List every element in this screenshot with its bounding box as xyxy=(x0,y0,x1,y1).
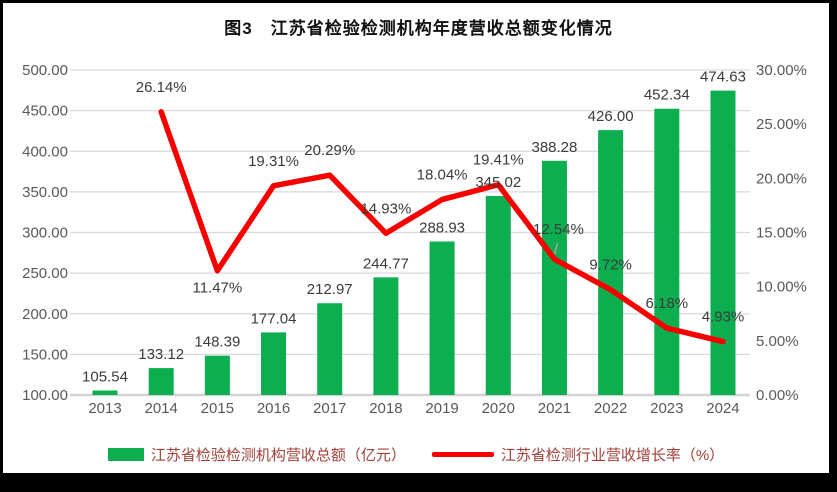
growth-pct-label: 4.93% xyxy=(702,309,745,326)
x-axis-label: 2013 xyxy=(88,400,121,417)
bar xyxy=(204,355,230,395)
bar xyxy=(92,390,118,395)
right-axis-tick: 30.00% xyxy=(756,62,807,79)
bar xyxy=(598,130,624,395)
bar-value-label: 474.63 xyxy=(700,69,746,86)
growth-pct-label: 19.31% xyxy=(248,153,299,170)
right-axis-tick: 0.00% xyxy=(756,387,799,404)
growth-line xyxy=(158,109,726,345)
left-axis-tick: 450.00 xyxy=(22,103,68,120)
growth-pct-label: 26.14% xyxy=(136,79,187,96)
right-axis-tick: 15.00% xyxy=(756,225,807,242)
legend-label-revenue: 江苏省检验检测机构营收总额（亿元） xyxy=(150,446,406,464)
x-axis-label: 2015 xyxy=(201,400,234,417)
left-axis-tick: 350.00 xyxy=(22,184,68,201)
chart-legend: 江苏省检验检测机构营收总额（亿元） 江苏省检测行业营收增长率（%） xyxy=(3,443,829,465)
right-axis-tick: 20.00% xyxy=(756,170,807,187)
x-axis-label: 2021 xyxy=(538,400,571,417)
x-axis-label: 2020 xyxy=(482,400,515,417)
bar xyxy=(317,303,343,395)
right-axis-tick: 10.00% xyxy=(756,279,807,296)
bar-value-label: 452.34 xyxy=(644,87,690,104)
right-axis-tick: 5.00% xyxy=(756,333,799,350)
left-axis-tick: 150.00 xyxy=(22,346,68,363)
bar xyxy=(654,108,680,395)
bar-value-label: 244.77 xyxy=(363,255,409,272)
x-axis-label: 2023 xyxy=(650,400,683,417)
growth-pct-label: 18.04% xyxy=(417,167,468,184)
x-axis-label: 2016 xyxy=(257,400,290,417)
x-axis-label: 2017 xyxy=(313,400,346,417)
x-axis-label: 2022 xyxy=(594,400,627,417)
bar-value-label: 288.93 xyxy=(419,219,465,236)
bar-value-label: 426.00 xyxy=(588,108,634,125)
bar xyxy=(485,195,511,395)
bar-swatch-icon xyxy=(107,447,144,461)
bar xyxy=(710,90,736,395)
growth-pct-label: 20.29% xyxy=(304,142,355,159)
bar-value-label: 212.97 xyxy=(307,281,353,298)
growth-pct-label: 11.47% xyxy=(192,280,242,297)
right-axis-tick: 25.00% xyxy=(756,116,807,133)
left-axis-tick: 200.00 xyxy=(22,306,68,323)
x-axis-label: 2019 xyxy=(425,400,458,417)
bar-value-label: 133.12 xyxy=(138,346,184,363)
growth-pct-label: 6.18% xyxy=(646,295,689,312)
bar xyxy=(261,332,287,395)
legend-item-growth: 江苏省检测行业营收增长率（%） xyxy=(431,444,725,465)
bar-value-label: 388.28 xyxy=(531,139,577,156)
left-axis-tick: 250.00 xyxy=(22,265,68,282)
x-axis-label: 2018 xyxy=(369,400,402,417)
bar xyxy=(429,241,455,395)
left-axis-tick: 300.00 xyxy=(22,225,68,242)
left-axis-tick: 500.00 xyxy=(22,62,68,79)
bar xyxy=(148,368,174,395)
legend-label-growth: 江苏省检测行业营收增长率（%） xyxy=(500,446,725,464)
x-axis-label: 2014 xyxy=(144,400,177,417)
legend-item-revenue: 江苏省检验检测机构营收总额（亿元） xyxy=(107,444,406,465)
growth-pct-label: 9.72% xyxy=(589,257,632,274)
left-axis-tick: 400.00 xyxy=(22,143,68,160)
x-axis-label: 2024 xyxy=(706,400,739,417)
growth-pct-label: 14.93% xyxy=(360,200,411,217)
bar xyxy=(541,160,567,395)
chart-title: 图3 江苏省检验检测机构年度营收总额变化情况 xyxy=(224,19,613,38)
growth-pct-label: 12.54% xyxy=(533,221,584,238)
bar-value-label: 148.39 xyxy=(194,334,240,351)
left-axis-tick: 100.00 xyxy=(22,387,68,404)
bar-value-label: 345.02 xyxy=(475,174,521,191)
bar-value-label: 177.04 xyxy=(251,310,297,327)
label-leader-line xyxy=(553,242,559,255)
bar-value-label: 105.54 xyxy=(82,368,128,385)
line-swatch-icon xyxy=(431,451,494,457)
growth-pct-label: 19.41% xyxy=(473,152,524,169)
bar xyxy=(373,277,399,395)
